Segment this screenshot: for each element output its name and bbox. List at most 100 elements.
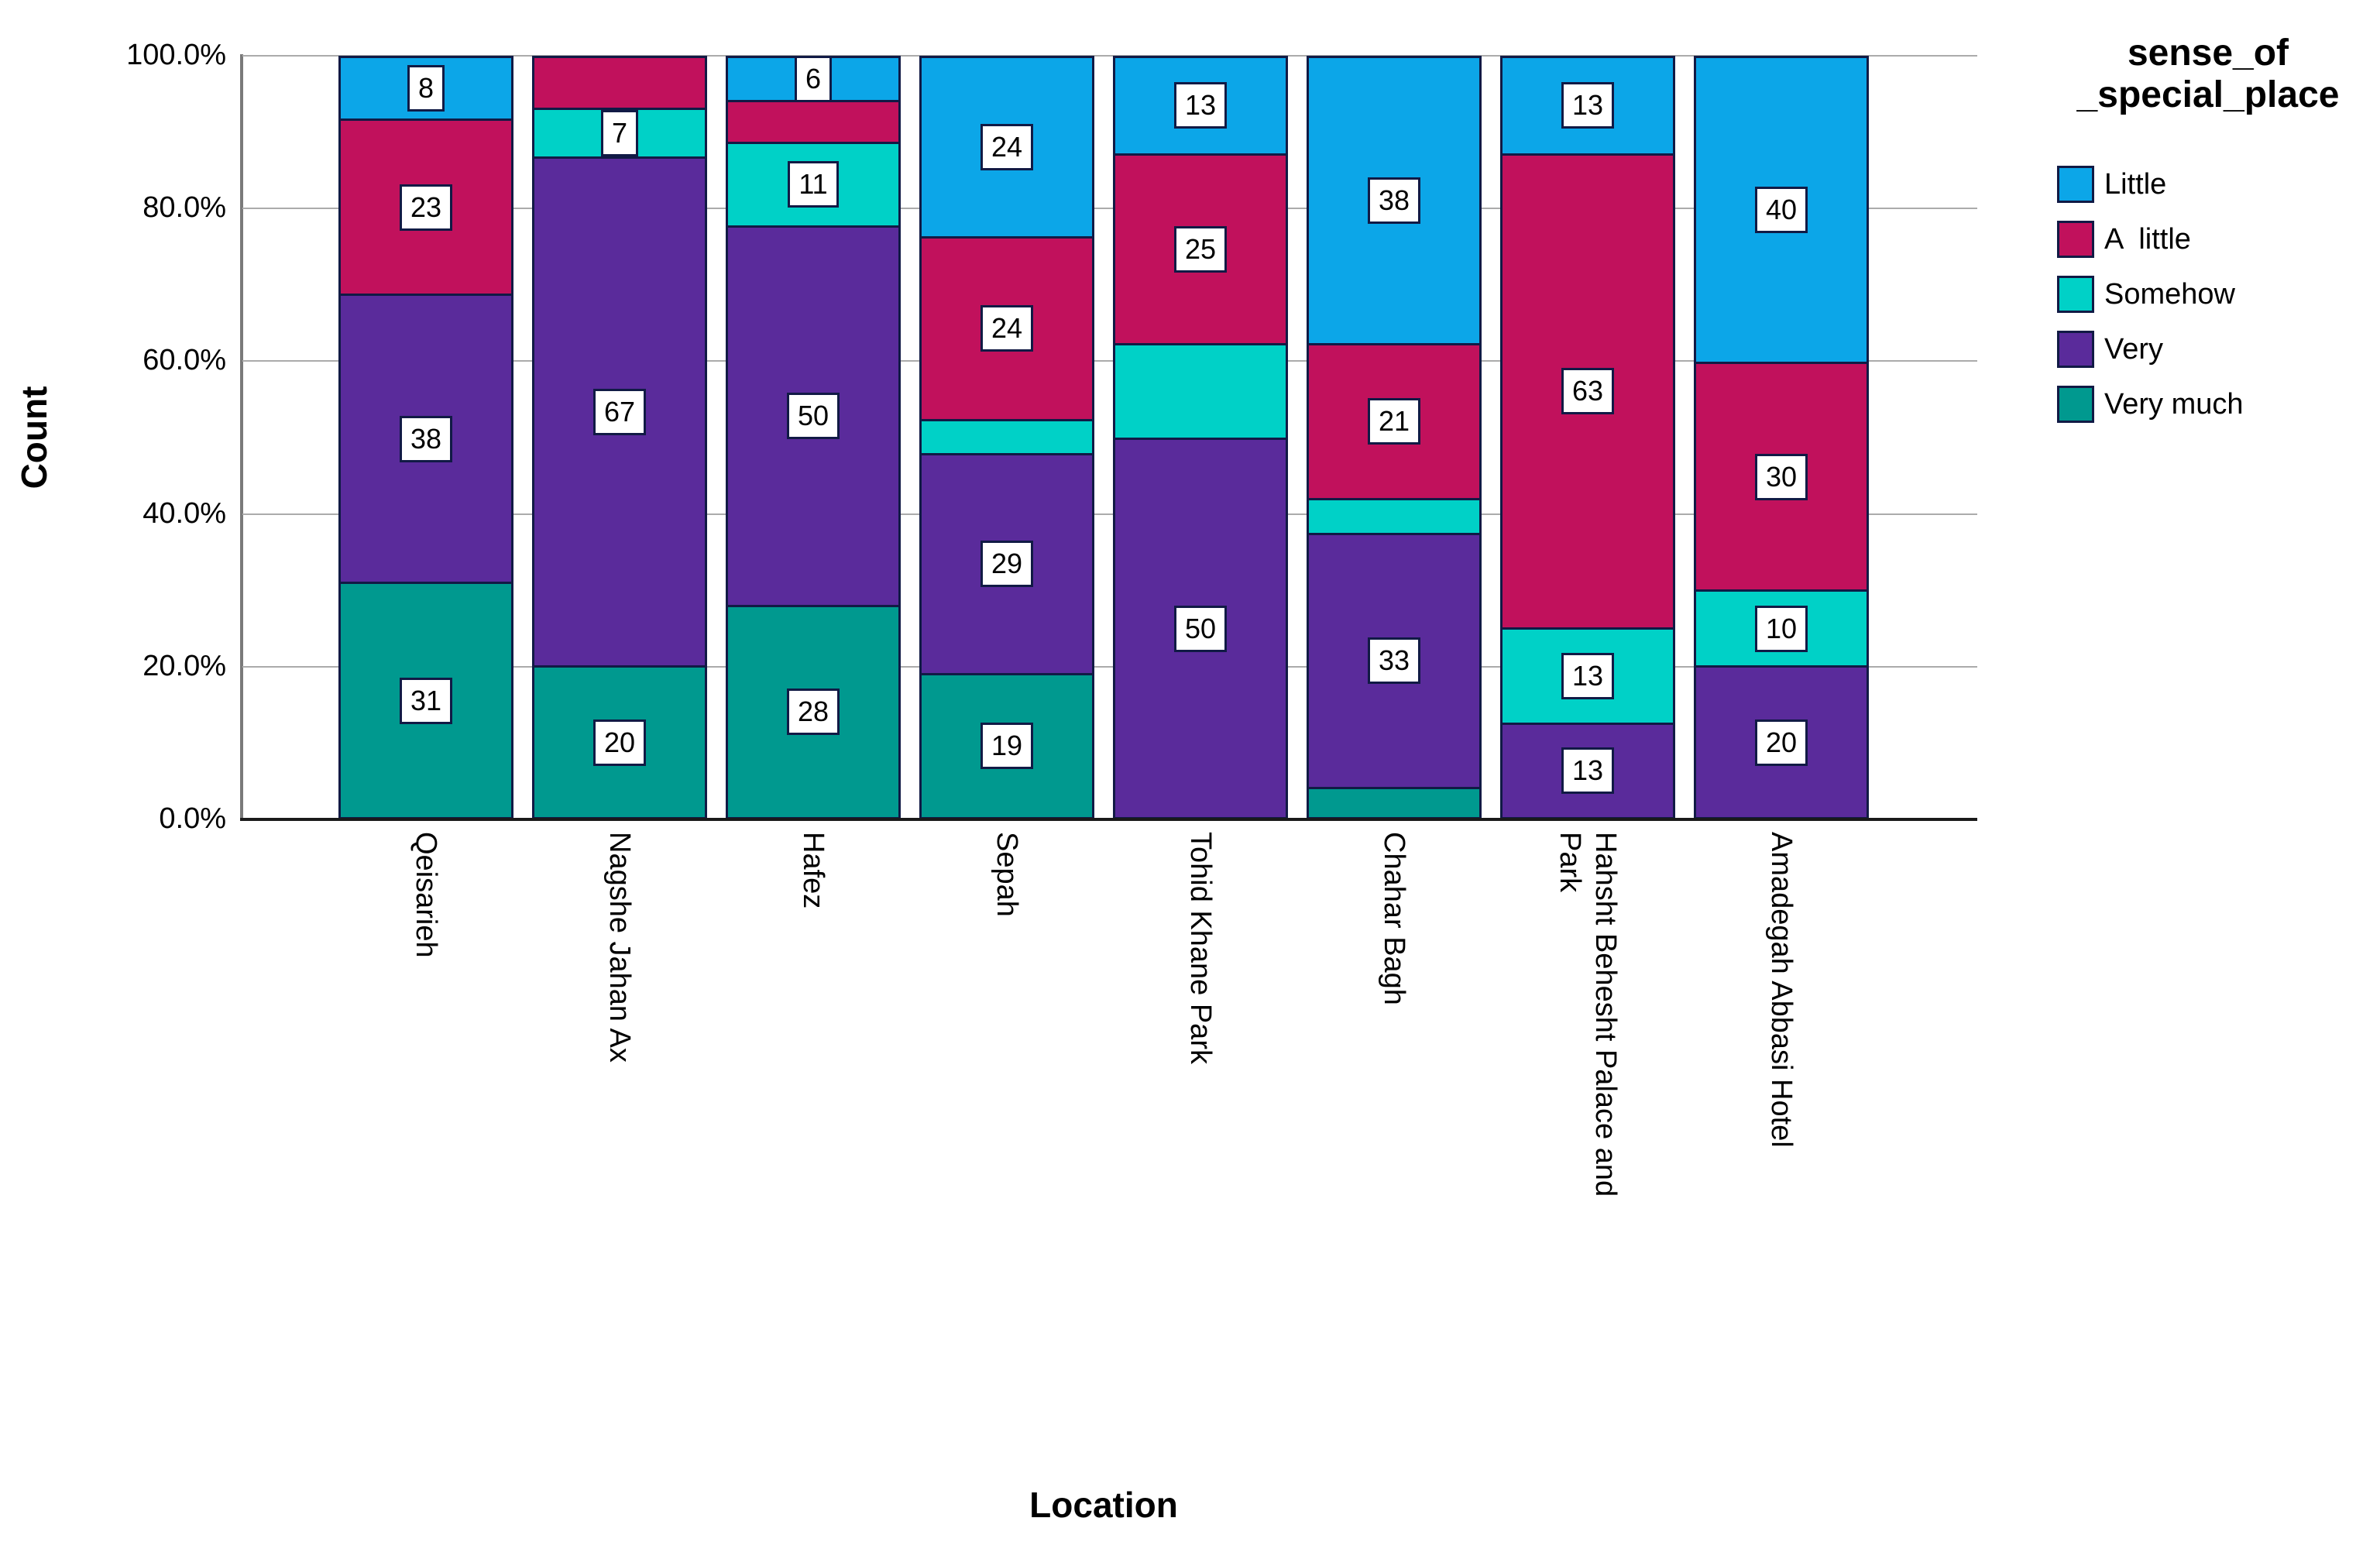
segment-count-label: 33: [1367, 637, 1421, 685]
bar-segment-somehow: 10: [1696, 589, 1867, 665]
y-tick-label-0: 0.0%: [159, 802, 226, 835]
segment-count-label: 25: [1173, 225, 1228, 273]
bar-segment-somehow: [1115, 342, 1286, 438]
y-tick-label-100: 100.0%: [126, 39, 226, 71]
bar-segment-very: 29: [922, 452, 1092, 673]
segment-count-label: 13: [1173, 82, 1228, 129]
x-tick-label-7: Hahsht Behesht Palace and Park: [1554, 832, 1622, 1197]
legend-swatch-very: [2057, 331, 2094, 368]
bar-segment-somehow: 11: [728, 141, 898, 225]
legend-item-very: Very: [2057, 331, 2380, 368]
bar-segment-little: 13: [1503, 58, 1673, 153]
x-axis-title: Location: [1029, 1485, 1178, 1525]
bar-segment-a_little: [534, 58, 705, 108]
bar-segment-somehow: 7: [534, 107, 705, 157]
y-tick-label-20: 20.0%: [143, 649, 226, 682]
gridline-100: [242, 55, 1977, 57]
gridline-40: [242, 513, 1977, 515]
bar-segment-a_little: 30: [1696, 362, 1867, 589]
bar-segment-very_much: 19: [922, 672, 1092, 817]
legend-swatch-a_little: [2057, 221, 2094, 258]
segment-count-label: 13: [1561, 652, 1615, 699]
bar-segment-very_much: 28: [728, 604, 898, 817]
segment-count-label: 50: [1173, 605, 1228, 652]
legend-title-line-2: _special_place: [2076, 74, 2340, 115]
segment-count-label: 6: [794, 55, 833, 102]
legend-swatch-very_much: [2057, 386, 2094, 423]
segment-count-label: 13: [1561, 747, 1615, 795]
bar-segment-a_little: 24: [922, 236, 1092, 419]
y-axis-title: Count: [14, 386, 54, 489]
plot-area: 31 38 23 8 20 67 7 28 50 11 6 19 29 24 24 50 25 13 33 21 38 1…: [242, 55, 1977, 819]
bar-segment-somehow: 13: [1503, 627, 1673, 723]
y-tick-label-80: 80.0%: [143, 191, 226, 225]
segment-count-label: 24: [980, 124, 1034, 171]
bar-2: 20 67 7: [532, 56, 707, 819]
legend-item-very_much: Very much: [2057, 386, 2380, 423]
gridline-80: [242, 208, 1977, 210]
segment-count-label: 31: [399, 677, 453, 724]
bar-3: 28 50 11 6: [726, 55, 901, 819]
legend-item-label: A little: [2104, 222, 2191, 256]
legend-item-label: Little: [2104, 167, 2167, 201]
bar-segment-little: 8: [341, 58, 511, 119]
legend-swatch-somehow: [2057, 276, 2094, 313]
segment-count-label: 23: [399, 184, 453, 231]
legend-item-somehow: Somehow: [2057, 276, 2380, 313]
bar-segment-little: 40: [1696, 58, 1867, 362]
legend-item-a_little: A little: [2057, 221, 2380, 258]
segment-count-label: 20: [1754, 719, 1808, 766]
segment-count-label: 13: [1561, 82, 1615, 129]
bar-segment-very: 67: [534, 156, 705, 665]
segment-count-label: 67: [592, 389, 647, 436]
bar-segment-very: 20: [1696, 665, 1867, 817]
bar-segment-a_little: 23: [341, 118, 511, 294]
bar-segment-very: 13: [1503, 722, 1673, 817]
bar-segment-very: 33: [1309, 532, 1479, 787]
x-tick-label-1: Qeisarieh: [410, 832, 442, 958]
bar-segment-a_little: 63: [1503, 153, 1673, 627]
segment-count-label: 40: [1754, 187, 1808, 233]
x-axis-line: [240, 818, 1977, 821]
x-tick-label-2: Nagshe Jahan Ax: [603, 832, 636, 1063]
bar-segment-somehow: [922, 418, 1092, 453]
segment-count-label: 7: [600, 110, 639, 157]
bar-segment-very_much: 31: [341, 582, 511, 817]
legend-title-line-1: sense_of: [2127, 33, 2289, 74]
legend: sense_of _special_place Little A little So…: [2035, 33, 2380, 441]
bar-segment-very: 50: [728, 225, 898, 605]
x-tick-label-8: Amadegah Abbasi Hotel: [1765, 832, 1798, 1148]
segment-count-label: 21: [1367, 398, 1421, 445]
bar-segment-little: 38: [1309, 58, 1479, 343]
bar-segment-a_little: 21: [1309, 342, 1479, 499]
segment-count-label: 19: [980, 723, 1034, 770]
x-tick-label-5: Tohid Khane Park: [1184, 832, 1217, 1064]
segment-count-label: 29: [980, 541, 1034, 588]
segment-count-label: 20: [592, 719, 647, 766]
bar-1: 31 38 23 8: [338, 56, 513, 819]
bar-segment-very_much: [1309, 786, 1479, 817]
legend-title: sense_of _special_place: [2035, 33, 2380, 116]
bar-5: 50 25 13: [1113, 56, 1288, 819]
segment-count-label: 24: [980, 305, 1034, 352]
legend-item-label: Somehow: [2104, 277, 2235, 311]
x-tick-label-3: Hafez: [797, 832, 829, 909]
x-tick-label-6: Chahar Bagh: [1378, 832, 1410, 1005]
legend-item-little: Little: [2057, 166, 2380, 203]
bar-segment-little: 6: [728, 55, 898, 102]
bar-segment-very_much: 20: [534, 665, 705, 817]
segment-count-label: 38: [399, 415, 453, 462]
x-tick-label-4: Sepah: [991, 832, 1023, 917]
y-tick-label-40: 40.0%: [143, 496, 226, 530]
segment-count-label: 10: [1754, 605, 1808, 652]
segment-count-label: 28: [786, 689, 840, 736]
segment-count-label: 50: [786, 393, 840, 440]
bar-segment-very: 38: [341, 293, 511, 582]
legend-item-label: Very: [2104, 332, 2164, 366]
segment-count-label: 8: [407, 65, 445, 112]
bar-segment-little: 24: [922, 58, 1092, 237]
segment-count-label: 63: [1561, 368, 1615, 415]
segment-count-label: 38: [1367, 177, 1421, 224]
bar-7: 13 13 63 13: [1500, 56, 1675, 819]
